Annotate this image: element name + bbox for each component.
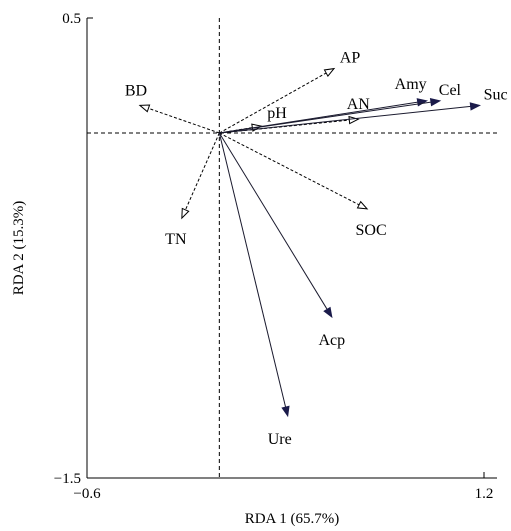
vector-label-cel: Cel: [439, 82, 462, 99]
vector-arrowhead-an: [348, 115, 360, 125]
vector-arrowhead-tn: [181, 207, 190, 220]
x-tick-label: 1.2: [475, 486, 494, 502]
vector-label-amy: Amy: [395, 76, 427, 93]
y-axis-label: RDA 2 (15.3%): [11, 201, 27, 296]
vector-line-suc: [219, 105, 471, 134]
y-tick-label: 0.5: [62, 11, 81, 27]
vector-label-acp: Acp: [318, 332, 345, 349]
vector-arrows: [138, 67, 481, 418]
axis-ticks: −0.6 1.2 0.5 −1.5: [54, 11, 494, 502]
vector-line-acp: [218, 132, 328, 310]
vector-arrowhead-ure: [281, 405, 290, 418]
vector-arrowhead-suc: [469, 102, 481, 111]
vector-labels: AP BD pH AN SOC TN Amy Cel Suc Acp Ure: [125, 50, 508, 448]
vector-label-bd: BD: [125, 82, 147, 99]
vector-line-ure: [218, 132, 287, 408]
vector-arrowhead-amy: [416, 98, 429, 107]
vector-arrowhead-bd: [138, 104, 151, 113]
vector-label-suc: Suc: [484, 86, 508, 103]
vector-arrowhead-cel: [429, 97, 442, 107]
plot-frame: [86, 18, 497, 479]
y-tick-label: −1.5: [54, 471, 81, 487]
vector-arrowhead-acp: [323, 306, 333, 319]
x-axis-label: RDA 1 (65.7%): [245, 511, 340, 527]
vector-label-tn: TN: [165, 231, 187, 248]
x-tick-label: −0.6: [73, 486, 101, 502]
vector-label-ph: pH: [267, 105, 287, 122]
vector-label-an: AN: [347, 96, 371, 113]
vector-arrowhead-ap: [323, 67, 336, 77]
vector-line-tn: [185, 132, 220, 211]
vector-label-soc: SOC: [356, 222, 387, 239]
vector-line-cel: [219, 101, 432, 134]
vector-label-ap: AP: [340, 50, 361, 67]
vector-line-soc: [219, 132, 360, 206]
vector-line-bd: [148, 107, 220, 134]
vector-line-ap: [219, 72, 327, 134]
vector-label-ure: Ure: [268, 431, 292, 448]
vector-arrowhead-soc: [356, 200, 369, 210]
